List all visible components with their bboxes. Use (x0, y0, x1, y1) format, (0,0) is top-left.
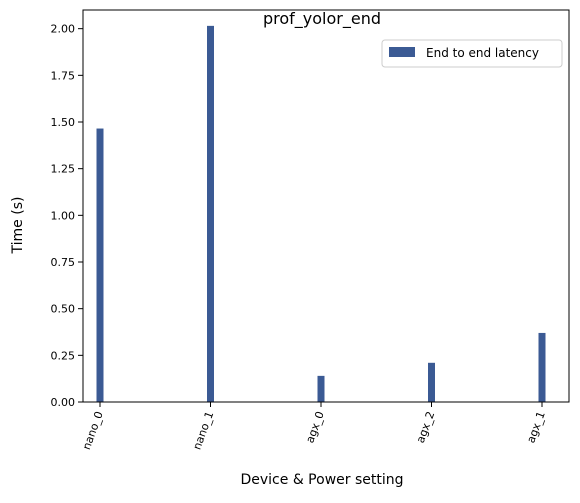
y-tick-label: 1.50 (51, 116, 76, 129)
x-tick-label: agx_1 (524, 410, 547, 445)
legend-swatch (389, 47, 415, 57)
x-tick-label: agx_0 (303, 410, 326, 445)
y-axis-label: Time (s) (10, 197, 26, 255)
x-tick-label: nano_0 (80, 410, 106, 452)
x-axis-label: Device & Power setting (240, 472, 403, 488)
bars (96, 25, 546, 403)
y-tick-label: 1.75 (51, 69, 76, 82)
y-tick-label: 0.50 (51, 303, 76, 316)
y-tick-label: 0.25 (51, 349, 76, 362)
y-tick-label: 2.00 (51, 23, 76, 36)
chart-title: prof_yolor_end (263, 9, 381, 29)
x-ticks: nano_0 nano_1 agx_0 agx_2 agx_1 (80, 402, 548, 452)
plot-frame (82, 9, 570, 403)
bar-agx_2 (428, 362, 435, 402)
x-tick-label: nano_1 (190, 410, 216, 452)
bar-agx_0 (317, 375, 325, 402)
bar-nano_1 (207, 25, 214, 402)
y-ticks: 0.00 0.25 0.50 0.75 1.00 1.25 1.50 1.75 2.00 (51, 23, 83, 409)
y-tick-label: 0.75 (51, 256, 76, 269)
bar-nano_0 (96, 128, 104, 403)
legend-label: End to end latency (426, 46, 539, 60)
x-tick-label: agx_2 (414, 410, 437, 445)
y-tick-label: 1.00 (51, 209, 76, 222)
legend-frame (381, 39, 563, 68)
y-tick-label: 1.25 (51, 163, 76, 176)
bar-agx_1 (538, 332, 546, 402)
legend: End to end latency (381, 39, 563, 68)
y-tick-label: 0.00 (51, 396, 76, 409)
